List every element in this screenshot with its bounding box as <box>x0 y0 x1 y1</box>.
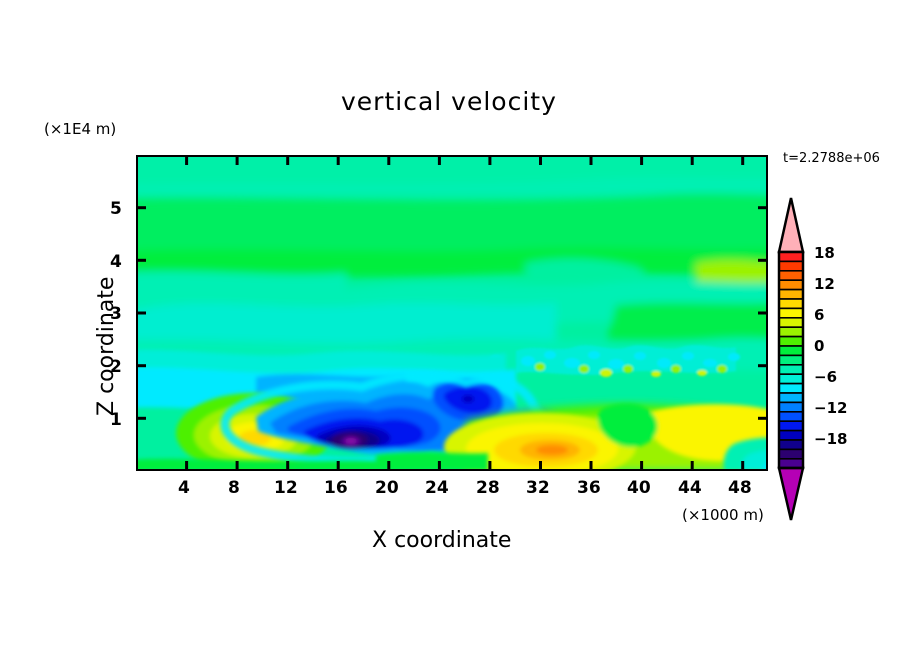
colorbar-tick-label: 18 <box>814 244 835 262</box>
y-tick-label: 3 <box>110 304 122 324</box>
y-tick-label: 2 <box>110 357 122 377</box>
contour-field <box>136 155 768 471</box>
x-tick-label: 40 <box>627 478 651 498</box>
x-tick-label: 20 <box>375 478 399 498</box>
x-axis-ticks <box>185 155 745 471</box>
x-tick-label: 44 <box>678 478 702 498</box>
x-tick-label: 32 <box>526 478 550 498</box>
colorbar-bands <box>778 251 804 469</box>
colorbar-tick-label: 0 <box>814 337 825 355</box>
y-axis-unit-label: (×1E4 m) <box>44 120 117 138</box>
x-tick-label: 12 <box>274 478 298 498</box>
colorbar-over-arrow <box>777 197 805 254</box>
colorbar-tick-label: 6 <box>814 306 825 324</box>
x-tick-label: 4 <box>178 478 190 498</box>
y-tick-label: 4 <box>110 252 122 272</box>
x-tick-label: 28 <box>476 478 500 498</box>
colorbar-tick-label: 12 <box>814 275 835 293</box>
x-tick-label: 36 <box>577 478 601 498</box>
contour-plot-area <box>136 155 768 471</box>
y-tick-label: 1 <box>110 410 122 430</box>
colorbar-strip[interactable] <box>776 196 810 522</box>
x-axis-title: X coordinate <box>372 528 512 553</box>
x-tick-label: 16 <box>324 478 348 498</box>
colorbar-under-arrow <box>777 466 805 521</box>
colorbar-tick-label: −12 <box>814 399 848 417</box>
y-axis-title: Z coordinate <box>94 276 119 416</box>
x-axis-unit-label: (×1000 m) <box>682 506 764 524</box>
colorbar-tick-label: −6 <box>814 368 838 386</box>
x-tick-label: 48 <box>728 478 752 498</box>
y-tick-label: 5 <box>110 199 122 219</box>
colorbar-tick-label: −18 <box>814 430 848 448</box>
x-tick-label: 24 <box>425 478 449 498</box>
time-annotation: t=2.2788e+06 <box>783 151 880 166</box>
y-axis-ticks <box>136 206 768 420</box>
x-tick-label: 8 <box>228 478 240 498</box>
chart-title: vertical velocity <box>341 87 557 116</box>
colorbar[interactable] <box>776 196 810 522</box>
